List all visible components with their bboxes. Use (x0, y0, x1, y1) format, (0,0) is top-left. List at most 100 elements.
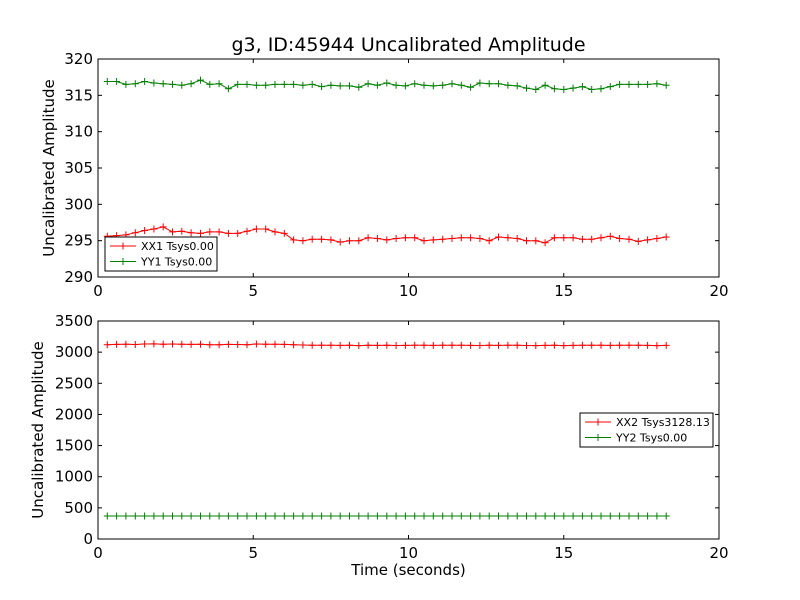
data-point (485, 237, 493, 245)
y-tick-label: 315 (64, 86, 93, 104)
data-point (523, 237, 530, 245)
data-point (467, 512, 475, 520)
y-tick-label: 310 (64, 123, 93, 141)
data-point (541, 341, 549, 349)
data-point (569, 234, 577, 242)
data-point (429, 512, 437, 520)
data-point (197, 512, 204, 520)
data-point (578, 83, 586, 91)
data-point (653, 342, 661, 350)
data-point (336, 512, 344, 520)
data-point (597, 512, 605, 520)
data-point (457, 512, 465, 520)
data-point (103, 512, 111, 520)
data-point (495, 233, 502, 241)
data-point (373, 81, 381, 89)
data-point (606, 83, 614, 91)
data-point (308, 235, 316, 243)
data-point (560, 512, 568, 520)
data-point (299, 237, 307, 245)
y-tick-label: 500 (64, 499, 93, 517)
data-point (532, 342, 540, 350)
data-point (187, 229, 195, 237)
y-tick-label: 1000 (55, 468, 93, 486)
data-point (318, 512, 326, 520)
data-point (243, 341, 251, 349)
data-point (318, 83, 326, 91)
data-point (224, 512, 232, 520)
data-point (290, 512, 298, 520)
data-point (532, 86, 540, 93)
data-point (327, 512, 335, 520)
data-point (364, 341, 372, 349)
data-point (485, 80, 493, 88)
data-point (588, 512, 596, 520)
data-point (113, 512, 121, 520)
data-point (420, 512, 428, 520)
data-point (588, 341, 596, 349)
data-point (169, 512, 176, 520)
data-point (336, 82, 344, 90)
data-point (280, 229, 288, 237)
data-point (495, 80, 502, 88)
data-point (411, 341, 419, 349)
data-point (206, 80, 214, 88)
data-point (457, 81, 465, 89)
x-tick-label: 10 (399, 282, 418, 300)
data-point (159, 80, 167, 88)
data-point (141, 227, 149, 234)
data-point (597, 341, 605, 349)
data-point (150, 512, 158, 520)
data-point (290, 80, 298, 88)
data-point (252, 512, 260, 520)
data-point (262, 225, 270, 233)
data-point (588, 235, 596, 243)
subplot-2: 0 5 10 15 20 0 500 1000 1500 2000 2500 3000 3500 Unca… (29, 312, 729, 562)
x-tick-label: 20 (709, 544, 728, 562)
legend-label: XX2 Tsys3128.13 (616, 416, 710, 429)
legend-label: XX1 Tsys0.00 (141, 240, 214, 253)
data-point (634, 341, 642, 349)
data-point (206, 512, 214, 520)
data-point (290, 236, 298, 244)
data-point (411, 512, 419, 520)
legend-marker (120, 242, 126, 250)
data-point (271, 80, 279, 88)
data-point (457, 234, 465, 242)
data-point (653, 512, 661, 520)
data-point (597, 85, 605, 93)
data-point (299, 341, 307, 349)
data-point (327, 236, 335, 244)
data-point (420, 237, 428, 245)
data-point (616, 235, 624, 242)
data-point (569, 341, 577, 349)
chart-title: g3, ID:45944 Uncalibrated Amplitude (231, 34, 586, 56)
y-tick-label: 300 (64, 195, 93, 213)
y-tick-label: 2000 (55, 405, 93, 423)
data-point (355, 83, 363, 91)
data-point (355, 237, 363, 245)
data-point (448, 80, 456, 88)
data-point (299, 512, 307, 520)
series-1 (103, 340, 670, 350)
data-point (467, 83, 475, 91)
data-point (346, 512, 353, 520)
data-point (141, 78, 149, 85)
data-point (224, 340, 232, 348)
data-point (606, 512, 614, 520)
y-axis-label: Uncalibrated Amplitude (40, 79, 58, 256)
data-point (122, 80, 130, 88)
data-point (439, 341, 447, 349)
data-point (504, 81, 512, 89)
legend-label: YY2 Tsys0.00 (615, 432, 687, 445)
data-point (476, 512, 484, 520)
data-point (420, 81, 428, 89)
data-point (243, 227, 251, 235)
data-point (122, 340, 130, 348)
data-point (206, 341, 214, 349)
data-point (355, 512, 363, 520)
data-point (262, 340, 270, 348)
data-point (159, 512, 167, 520)
data-point (606, 232, 614, 240)
